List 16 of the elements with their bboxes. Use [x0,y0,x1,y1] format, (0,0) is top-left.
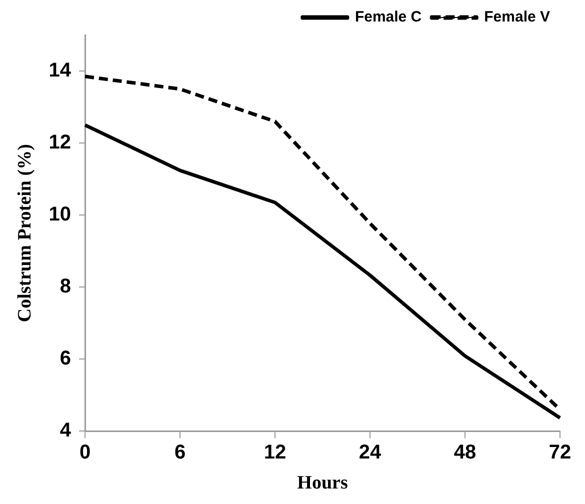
x-tick-label: 72 [548,442,572,464]
x-axis-title: Hours [297,472,348,494]
legend-label: Female V [484,8,550,26]
y-axis-title: Colstrum Protein (%) [14,144,36,322]
y-tick-label: 8 [60,276,72,298]
legend-label: Female C [354,8,422,26]
y-tick-label: 6 [60,348,72,370]
y-tick-label: 10 [48,204,72,226]
y-tick-label: 12 [48,132,72,154]
x-tick-label: 48 [454,442,476,464]
x-tick-label: 24 [358,442,382,464]
y-tick-label: 14 [48,60,72,82]
x-tick-label: 12 [264,442,286,464]
x-tick-label: 0 [79,442,91,464]
x-tick-label: 6 [174,442,186,464]
y-tick-label: 4 [60,420,72,442]
